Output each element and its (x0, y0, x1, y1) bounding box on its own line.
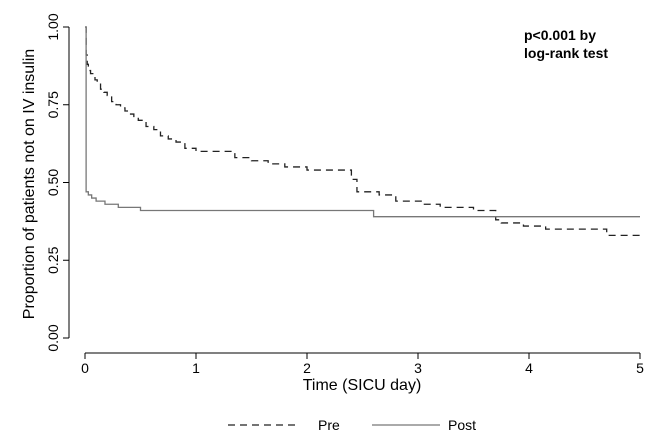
x-tick-label: 4 (525, 360, 533, 376)
series-line-post (85, 26, 640, 218)
y-tick-label: 0.25 (45, 246, 61, 273)
y-axis-title: Proportion of patients not on IV insulin (21, 49, 38, 319)
x-tick-label: 1 (192, 360, 200, 376)
x-tick-label: 5 (636, 360, 644, 376)
y-tick-label: 0.50 (45, 169, 61, 196)
x-axis-title: Time (SICU day) (303, 377, 422, 394)
series-line-pre (85, 26, 640, 237)
x-tick-label: 3 (414, 360, 422, 376)
axes: 0.00 0.25 0.50 0.75 1.00 0 1 2 3 4 5 (45, 13, 644, 376)
y-tick-label: 0.00 (45, 324, 61, 351)
y-axis-ticks: 0.00 0.25 0.50 0.75 1.00 (45, 13, 69, 352)
x-tick-label: 2 (303, 360, 311, 376)
annotation-line-1: p<0.001 by (524, 27, 596, 43)
x-axis-ticks: 0 1 2 3 4 5 (81, 353, 644, 376)
legend-label-pre: Pre (318, 417, 340, 432)
x-tick-label: 0 (81, 360, 89, 376)
legend: Pre Post (228, 417, 476, 432)
legend-label-post: Post (448, 417, 476, 432)
series-layer (85, 26, 640, 237)
y-tick-label: 0.75 (45, 91, 61, 118)
annotation-line-2: log-rank test (524, 45, 608, 61)
y-tick-label: 1.00 (45, 13, 61, 40)
